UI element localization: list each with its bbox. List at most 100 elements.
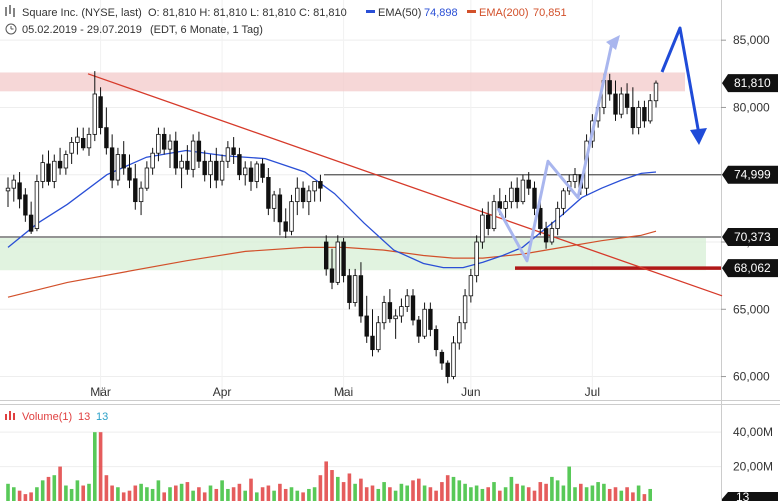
candle-down [329, 268, 335, 283]
volume-bar [214, 488, 219, 501]
volume-bar [272, 490, 276, 501]
candle-down [410, 295, 416, 321]
candle-down [364, 315, 369, 337]
candle-up [167, 140, 173, 150]
candle-up [52, 160, 57, 182]
candle-down [416, 319, 421, 337]
candle-up [86, 133, 92, 149]
candle-down [538, 207, 543, 229]
volume-bar [631, 492, 635, 501]
candle-up [179, 160, 184, 169]
price-badges: 81,810 74,999 70,373 68,062 13 [722, 74, 778, 501]
volume-bar [283, 488, 288, 501]
candle-down [202, 160, 207, 176]
candle-up [11, 179, 16, 189]
volume-bar [619, 490, 624, 501]
x-tick-label: Mär [90, 385, 111, 399]
candle-up [219, 160, 225, 181]
volume-bar [642, 494, 647, 501]
ema200-line [7, 230, 657, 298]
volume-bar [81, 485, 85, 501]
volume-bar [538, 482, 543, 501]
volume-bar [370, 485, 375, 501]
ema50-path [7, 149, 657, 269]
candle-up [335, 241, 340, 283]
volume-bar [104, 475, 109, 501]
volume-bar [486, 487, 490, 501]
volume-bar [255, 492, 259, 501]
volume-bar [457, 480, 462, 501]
candle-down [109, 147, 115, 181]
ema50-swatch [366, 10, 375, 13]
price-badge [722, 74, 778, 93]
volume-bar [550, 476, 554, 501]
volume-bar [336, 476, 340, 501]
candle-up [306, 190, 312, 203]
volume-bar [469, 487, 473, 501]
candle-down [485, 214, 491, 229]
candle-up [572, 174, 578, 182]
y-tick-label: 60,000 [733, 370, 770, 384]
candle-down [196, 140, 202, 162]
candle-down [127, 167, 132, 181]
candle-up [648, 100, 653, 122]
x-tick-label: Mai [334, 385, 353, 399]
volume-bar [220, 480, 224, 501]
ema200-label: EMA(200) [479, 7, 529, 19]
candle-down [630, 107, 636, 129]
candle-down [323, 241, 329, 270]
volume-bar [139, 483, 143, 501]
volume-icon [5, 411, 15, 420]
forecast-arrows [496, 26, 707, 263]
price-badge-label: 74,999 [734, 168, 771, 182]
candle-down [283, 221, 288, 232]
volume-bar [6, 483, 10, 501]
candle-up [381, 302, 387, 324]
volume-bar [12, 487, 16, 501]
volume-bar [243, 490, 247, 501]
candle-down [23, 194, 28, 216]
candle-down [104, 127, 109, 149]
volume-bar [324, 461, 328, 501]
volume-blue-value: 13 [96, 411, 108, 423]
volume-bar [260, 487, 265, 501]
symbol-title: Square Inc. (NYSE, last) [22, 7, 142, 19]
candle-up [69, 142, 74, 154]
volume-bar [364, 487, 369, 501]
candle-up [63, 154, 69, 169]
volume-bar [231, 487, 236, 501]
volume-bar [121, 492, 126, 501]
candle-up [561, 190, 566, 209]
volume-tick-label: 40,00M [733, 425, 773, 439]
price-badge-label: 81,810 [734, 76, 771, 90]
volume-bar [417, 478, 421, 501]
volume-bar [116, 487, 120, 501]
price-badge-label: 68,062 [734, 261, 771, 275]
volume-bar [46, 476, 51, 501]
volume-bar [75, 480, 80, 501]
candle-down [613, 93, 618, 115]
chart-type-icon[interactable] [5, 5, 15, 17]
volume-badge [722, 492, 778, 501]
volume-bar [347, 473, 352, 501]
candle-up [457, 322, 462, 344]
candle-down [387, 302, 393, 320]
volume-bar [64, 485, 68, 501]
candle-down [260, 163, 265, 178]
price-grid [0, 0, 721, 468]
candle-up [480, 214, 485, 243]
volume-bar [434, 490, 438, 501]
volume-bar [567, 466, 571, 501]
volume-bar [555, 480, 560, 501]
volume-bar [133, 485, 138, 501]
candle-up [393, 315, 398, 320]
volume-bar [237, 483, 242, 501]
candle-up [474, 241, 479, 277]
price-badge [722, 227, 778, 246]
candle-down [173, 140, 178, 169]
candle-down [28, 214, 34, 232]
candle-up [271, 194, 277, 209]
volume-bar [532, 490, 537, 501]
volume-bar [40, 480, 45, 501]
